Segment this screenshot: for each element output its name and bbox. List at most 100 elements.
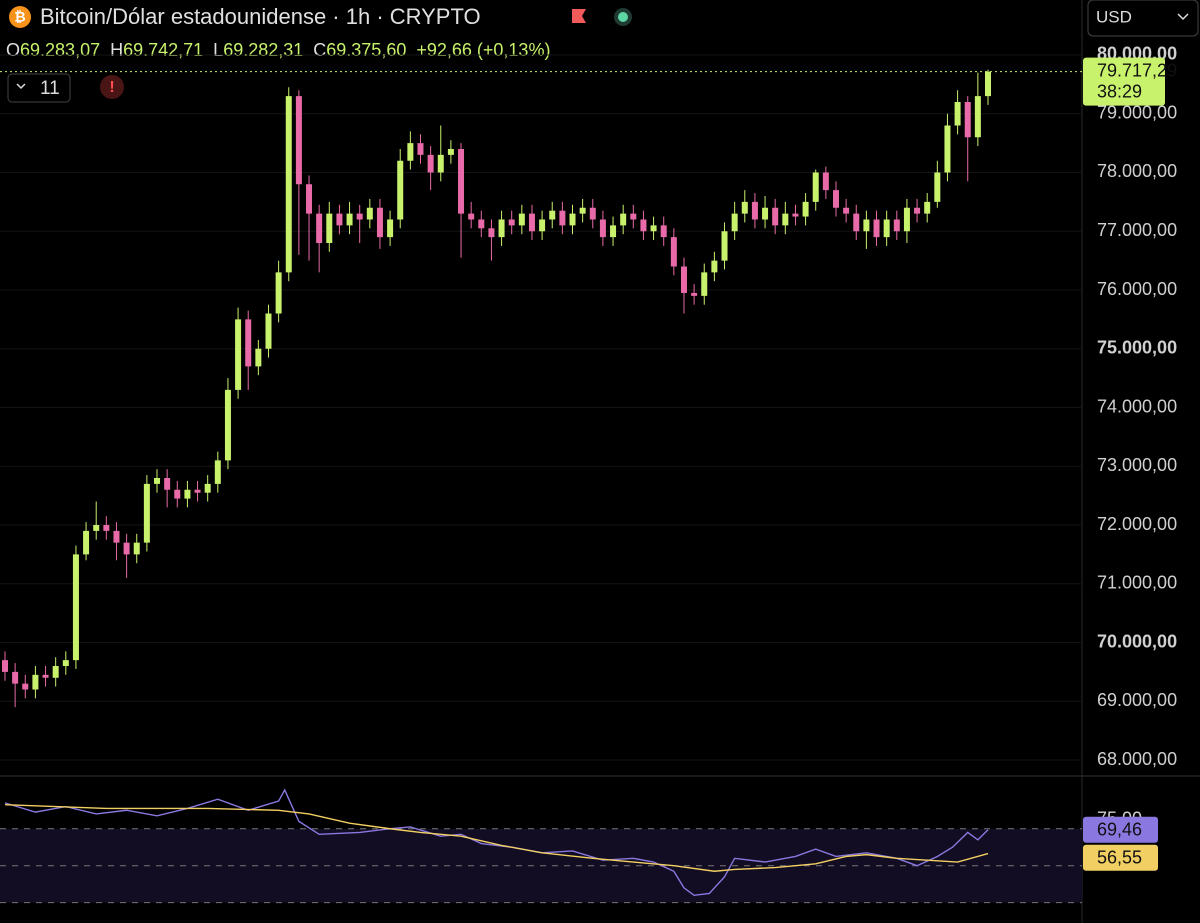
candle-body [488,228,495,238]
candle-body [2,660,8,672]
y-tick-label: 69.000,00 [1097,690,1177,710]
candle-body [397,160,404,220]
candle-body [376,207,383,238]
ohlc-key: C [313,40,326,60]
flag-icon[interactable] [572,9,586,23]
ohlc-key: H [110,40,123,60]
candle-body [964,101,971,138]
rsi-line [4,788,989,897]
value-tag-label: 69,46 [1097,819,1142,839]
candle-body [934,172,941,202]
candle-body [508,219,515,226]
symbol-title: Bitcoin/Dólar estadounidense · 1h · CRYP… [40,4,481,29]
status-dot [618,12,628,22]
candle-body [498,219,505,238]
candle-body [12,671,19,684]
y-tick-label: 73.000,00 [1097,455,1177,475]
candle-body [549,210,556,220]
ohlc-row: O 69.283,07 H 69.742,71 L 69.282,31 C 69.375,60… [6,40,550,60]
candle-body [802,201,809,217]
candle-body [620,213,627,226]
ohlc-key: L [213,40,223,60]
candle-body [427,154,434,173]
candle-body [924,201,931,214]
candle-body [660,225,667,238]
candle-body [417,143,424,155]
candle-body [853,213,860,232]
candle-body [772,207,779,226]
candle-body [630,213,637,220]
coin-icon [9,6,31,28]
y-tick-label: 70.000,00 [1097,631,1177,651]
candle-body [164,478,171,490]
y-tick-label: 79.000,00 [1097,102,1177,122]
candle-body [954,101,961,126]
y-tick-label: 71.000,00 [1097,573,1177,593]
candle-body [133,542,140,555]
candle-body [295,96,302,185]
indicator-toggle[interactable] [7,73,71,103]
candle-body [782,213,789,226]
candle-body [123,542,130,555]
candle-body [711,260,718,273]
candle-body [275,272,282,314]
candle-body [822,172,829,191]
y-tick-label: 72.000,00 [1097,514,1177,534]
currency-button[interactable] [1087,0,1199,37]
y-tick-label: 75.000,00 [1097,338,1177,358]
candle-body [893,219,900,232]
candle-body [812,172,819,202]
candle-body [640,219,647,232]
candle-body [336,213,343,226]
ohlc-key: O [6,40,20,60]
candle-body [518,213,525,226]
y-tick-label: 76.000,00 [1097,279,1177,299]
candle-body [468,213,475,220]
candle-body [235,319,242,390]
candle-body [751,201,758,220]
value-tag [1083,816,1158,843]
candle-body [83,530,90,555]
ohlc-value: 69.283,07 [20,40,100,60]
candle-body [103,525,110,531]
candle-body [599,219,606,238]
candle-body [762,207,769,220]
candle-body [22,683,29,690]
candle-body [579,207,586,214]
candle-body [792,213,799,217]
candle-body [245,319,252,367]
candle-body [589,207,596,220]
y-tick-label: 77.000,00 [1097,220,1177,240]
candle-body [52,666,59,678]
chevron [16,83,26,90]
candle-body [437,154,444,173]
candle-body [863,219,870,232]
rsi-line [4,804,989,872]
candle-body [143,483,150,543]
candle-body [458,148,465,214]
candle-body [214,460,221,484]
candle-body [914,207,921,214]
candle-body [680,266,687,293]
candle-body [447,148,454,155]
candle-body [174,489,181,499]
candle-body [559,210,566,226]
candle-body [985,71,991,97]
ohlc-value: 69.742,71 [123,40,203,60]
candle-body [62,660,69,667]
value-tag-label: 56,55 [1097,847,1142,867]
last-price-label: 79.717,29 [1097,60,1177,80]
candle-body [387,219,394,238]
candle-body [316,213,323,243]
candle-body [326,213,333,243]
candle-body [366,207,373,220]
alert-icon[interactable] [100,75,124,99]
candle-body [691,292,698,296]
candle-body [883,219,890,238]
ohlc-value: 69.282,31 [223,40,303,60]
candle-body [407,143,414,161]
countdown: 38:29 [1097,81,1142,101]
